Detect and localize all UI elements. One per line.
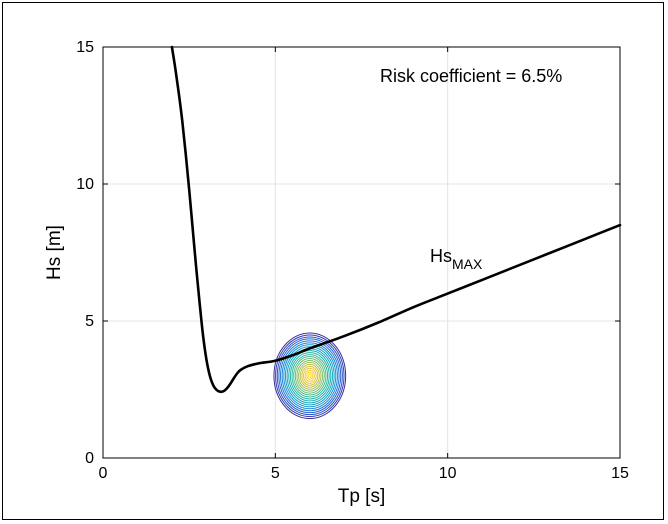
x-axis-title: Tp [s] (338, 486, 386, 507)
curve-label-hsmax: HsMAX (430, 246, 483, 272)
density-contour-17 (301, 365, 319, 386)
risk-coefficient-annotation: Risk coefficient = 6.5% (380, 66, 562, 86)
density-contour-9 (288, 350, 332, 402)
y-axis-title: Hs [m] (44, 225, 65, 280)
density-contour-13 (294, 358, 325, 394)
density-contour-18 (303, 367, 317, 384)
y-tick-label-2: 10 (76, 176, 94, 193)
curve-label-main: Hs (430, 246, 452, 266)
series-layer (170, 45, 622, 394)
density-contour-19 (304, 369, 315, 382)
y-tick-label-0: 0 (85, 450, 94, 467)
density-contour-1 (275, 334, 345, 418)
density-contour-16 (299, 363, 320, 388)
plot-area-box (102, 46, 621, 459)
density-contour-12 (293, 356, 327, 396)
density-contours (273, 332, 347, 420)
curve-label-subscript: MAX (452, 256, 483, 272)
density-contour-4 (280, 340, 340, 412)
density-contour-20 (306, 371, 314, 380)
density-contour-6 (283, 344, 337, 408)
density-contour-7 (284, 346, 335, 406)
density-contour-5 (281, 342, 338, 410)
density-contour-2 (276, 336, 343, 416)
x-tick-label-0: 0 (99, 465, 108, 482)
density-contour-0 (273, 332, 347, 420)
density-contour-21 (307, 373, 312, 378)
x-tick-label-2: 10 (439, 465, 457, 482)
figure-frame (2, 2, 664, 520)
x-tick-label-1: 5 (271, 465, 280, 482)
y-tick-label-1: 5 (85, 313, 94, 330)
x-tick-label-3: 15 (611, 465, 629, 482)
axis-ticks: 0 5 10 15 0 5 10 15 (76, 39, 629, 482)
density-contour-3 (278, 338, 342, 414)
hsmax-curve-line (170, 45, 622, 394)
density-contour-10 (289, 352, 330, 400)
density-contour-15 (298, 361, 322, 390)
density-contour-11 (291, 354, 329, 398)
density-contour-14 (296, 359, 324, 392)
y-tick-label-3: 15 (76, 39, 94, 56)
